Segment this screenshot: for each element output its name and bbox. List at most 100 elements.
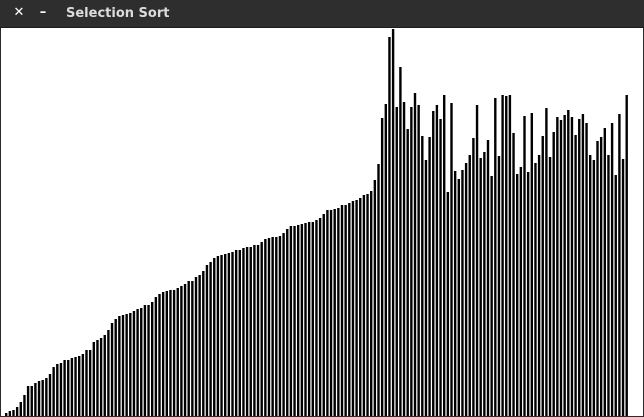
bar xyxy=(563,115,566,416)
bar xyxy=(443,95,446,416)
bar xyxy=(52,367,55,416)
bar xyxy=(129,313,132,416)
bar xyxy=(333,209,336,416)
bar xyxy=(384,104,387,416)
bar xyxy=(519,167,523,416)
bar xyxy=(570,117,574,416)
bar xyxy=(15,407,19,416)
bar xyxy=(41,380,44,416)
bar xyxy=(5,413,8,416)
bar xyxy=(340,205,344,416)
bar xyxy=(344,205,347,416)
bar xyxy=(432,111,435,416)
bar xyxy=(307,222,311,416)
bar xyxy=(464,163,468,416)
bar xyxy=(205,265,209,416)
bar xyxy=(399,67,402,416)
bar xyxy=(114,319,117,416)
bar xyxy=(23,395,26,416)
bar xyxy=(315,220,318,416)
bar xyxy=(326,210,329,416)
bar xyxy=(479,158,482,416)
bar xyxy=(362,195,366,416)
bar xyxy=(180,286,183,416)
bar xyxy=(220,255,223,416)
bar xyxy=(446,192,450,416)
bar xyxy=(322,214,325,416)
bar xyxy=(125,314,128,416)
bar xyxy=(391,29,395,416)
bar xyxy=(78,356,81,416)
bar xyxy=(534,163,537,416)
bar xyxy=(249,247,252,416)
bar xyxy=(428,137,431,416)
bar xyxy=(278,236,282,416)
bar xyxy=(245,247,249,416)
bar xyxy=(607,155,610,416)
bar xyxy=(388,37,391,416)
bar xyxy=(147,305,150,416)
bar xyxy=(457,179,460,416)
bar xyxy=(468,155,471,416)
bar xyxy=(552,132,555,416)
bar xyxy=(450,103,453,416)
bar xyxy=(209,262,212,416)
bar xyxy=(413,93,417,416)
bar xyxy=(293,226,296,416)
bar xyxy=(264,239,267,416)
bar xyxy=(329,210,333,416)
bar xyxy=(37,381,41,416)
bar xyxy=(63,360,66,416)
bar xyxy=(275,237,278,416)
bar xyxy=(110,323,114,416)
bar xyxy=(289,226,293,416)
bar xyxy=(559,120,563,416)
bar xyxy=(70,358,74,416)
bar xyxy=(88,350,92,416)
bar xyxy=(366,194,369,416)
bar xyxy=(107,330,110,416)
bar xyxy=(377,164,380,416)
bar xyxy=(300,224,304,416)
bar xyxy=(165,291,168,416)
bar xyxy=(213,258,216,416)
bar xyxy=(508,95,512,416)
bar xyxy=(556,117,559,416)
bar xyxy=(19,402,22,416)
bar xyxy=(318,218,322,416)
bar xyxy=(260,242,263,416)
bar xyxy=(143,305,147,416)
bar xyxy=(161,292,165,416)
bar xyxy=(85,350,88,416)
bar xyxy=(359,198,362,416)
bar xyxy=(614,175,617,416)
bar xyxy=(154,297,158,416)
bar xyxy=(410,107,413,416)
bar xyxy=(610,123,614,416)
bar xyxy=(603,128,606,416)
bar xyxy=(194,277,198,416)
minimize-icon[interactable]: – xyxy=(39,5,47,20)
bar xyxy=(271,237,274,416)
bar xyxy=(282,233,285,416)
bar xyxy=(589,155,592,416)
bar xyxy=(224,254,227,416)
bar xyxy=(370,191,373,416)
bar xyxy=(256,245,260,416)
bar xyxy=(151,302,154,416)
bar xyxy=(187,281,190,416)
bar xyxy=(461,170,464,416)
title-bar: ✕ – Selection Sort xyxy=(0,0,644,28)
close-icon[interactable]: ✕ xyxy=(13,5,25,20)
bar xyxy=(475,105,479,416)
bar xyxy=(585,123,588,416)
bars-plot xyxy=(5,29,628,416)
bar xyxy=(176,288,179,416)
sort-canvas xyxy=(1,28,643,416)
bar xyxy=(395,107,398,416)
window-title: Selection Sort xyxy=(66,6,170,21)
bar xyxy=(183,284,187,416)
bar xyxy=(74,357,77,416)
bar xyxy=(297,225,300,416)
bar xyxy=(494,98,497,416)
